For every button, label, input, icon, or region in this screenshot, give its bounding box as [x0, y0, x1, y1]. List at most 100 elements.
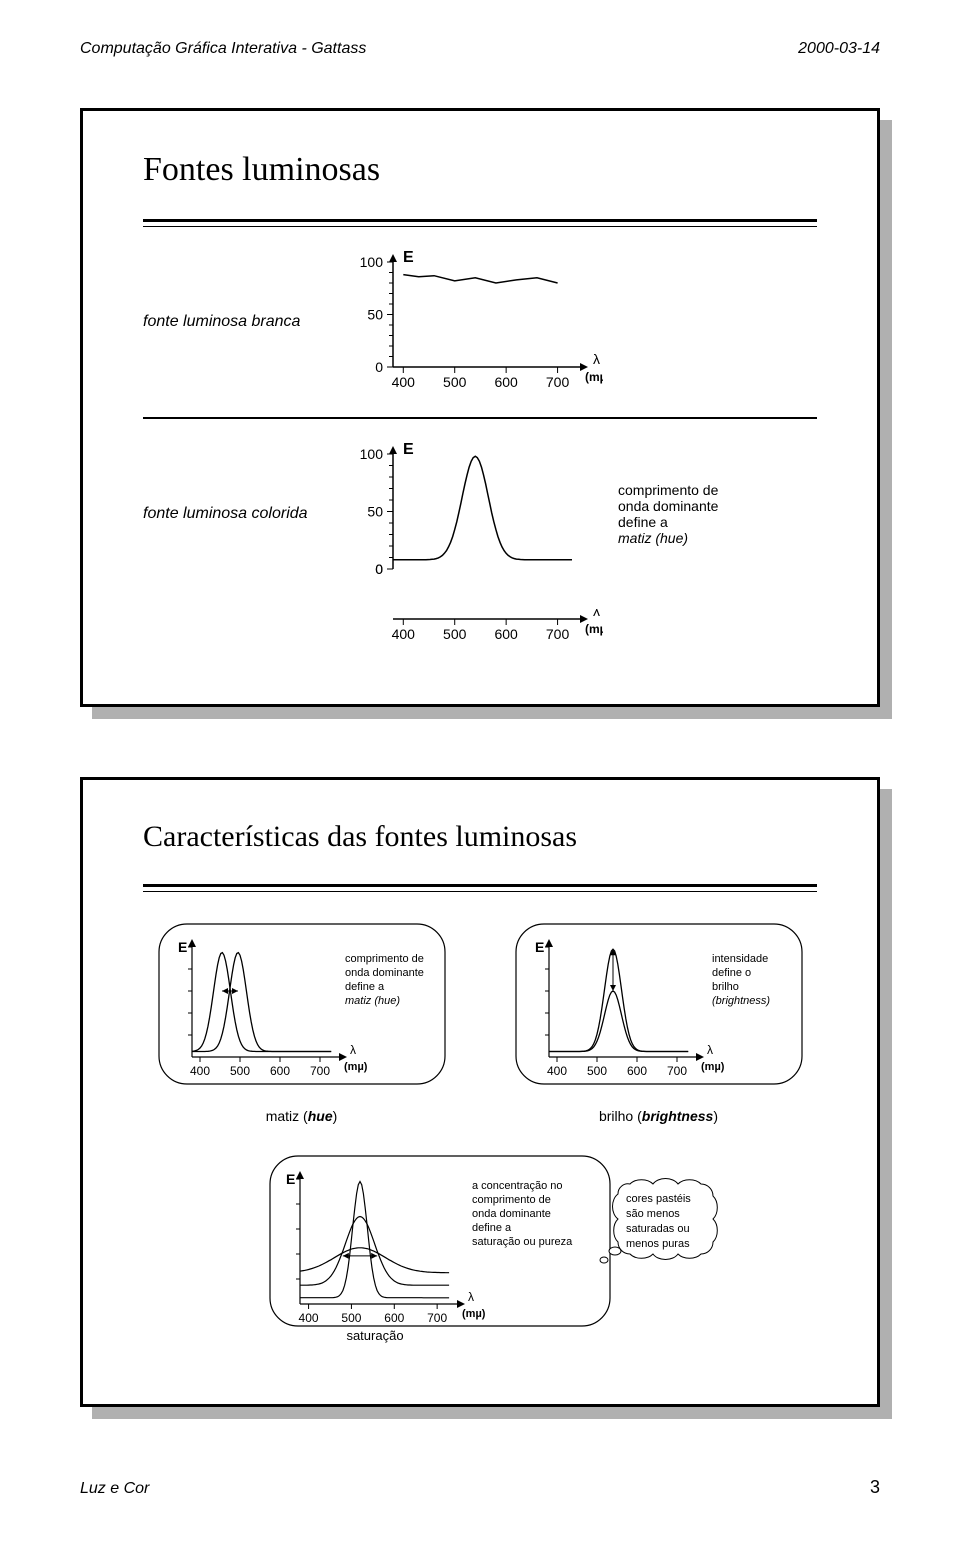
svg-text:500: 500	[443, 374, 467, 390]
chart-colored-light: 050100E0	[343, 439, 603, 589]
svg-text:700: 700	[546, 626, 570, 642]
svg-text:saturação ou pureza: saturação ou pureza	[472, 1236, 573, 1248]
svg-text:(mµ): (mµ)	[585, 622, 603, 636]
svg-text:50: 50	[367, 504, 383, 520]
svg-text:matiz (hue): matiz (hue)	[345, 995, 400, 1007]
page-number: 3	[870, 1477, 880, 1498]
page-header: Computação Gráfica Interativa - Gattass …	[80, 40, 880, 58]
slide-2-frame: Características das fontes luminosas E 40…	[80, 777, 880, 1407]
svg-text:700: 700	[309, 1064, 329, 1078]
mini-bright-cap-em: brightness	[642, 1108, 714, 1124]
svg-text:500: 500	[229, 1064, 249, 1078]
svg-text:cores pastéis: cores pastéis	[626, 1193, 691, 1205]
svg-text:600: 600	[626, 1064, 646, 1078]
svg-text:100: 100	[360, 446, 384, 462]
svg-text:(mµ): (mµ)	[462, 1308, 486, 1320]
svg-text:400: 400	[392, 626, 416, 642]
mini-hue-cap-suffix: )	[333, 1108, 338, 1124]
svg-text:λ: λ	[707, 1043, 713, 1057]
chart-b-x-axis: 400 500 600 700 λ (mµ)	[343, 609, 603, 649]
chart-row-colored: fonte luminosa colorida 050100E0 comprim…	[143, 439, 817, 589]
chart-b-rl4: matiz (hue)	[618, 530, 688, 546]
slide-1-frame: Fontes luminosas fonte luminosa branca 0…	[80, 108, 880, 707]
svg-text:700: 700	[546, 374, 570, 390]
mini-bright-chart: E 400 500 600 700 λ (mµ) intensidade define o bri…	[514, 922, 804, 1102]
svg-text:50: 50	[367, 307, 383, 323]
svg-text:600: 600	[494, 374, 518, 390]
title-underline-thin-2	[143, 891, 817, 892]
svg-text:400: 400	[299, 1311, 319, 1325]
svg-text:λ: λ	[593, 351, 600, 367]
mini-hue-cap-prefix: matiz (	[266, 1108, 308, 1124]
svg-text:onda dominante: onda dominante	[345, 967, 424, 979]
mini-bright-caption: brilho (brightness)	[599, 1108, 718, 1124]
svg-text:(mµ): (mµ)	[344, 1061, 368, 1073]
footer-left: Luz e Cor	[80, 1480, 149, 1498]
title-underline-thick-2	[143, 884, 817, 887]
chart-a-label: fonte luminosa branca	[143, 313, 343, 331]
svg-text:(brightness): (brightness)	[712, 995, 770, 1007]
chart-row-white: fonte luminosa branca 0 50 100 E 400 500 600 70…	[143, 247, 817, 397]
mini-sat-wrap: E 400 500 600 700 λ (mµ) a concentração no compr…	[143, 1154, 817, 1354]
svg-text:E: E	[403, 249, 414, 266]
svg-text:400: 400	[392, 374, 416, 390]
svg-text:define a: define a	[345, 981, 385, 993]
svg-text:define o: define o	[712, 967, 751, 979]
svg-text:400: 400	[546, 1064, 566, 1078]
slide-2-title: Características das fontes luminosas	[143, 820, 817, 854]
svg-text:menos puras: menos puras	[626, 1238, 690, 1250]
svg-text:brilho: brilho	[712, 981, 739, 993]
mini-hue-chart: E 400 500 600 700 λ (mµ) comprimento de onda dom…	[157, 922, 447, 1102]
svg-text:λ: λ	[350, 1043, 356, 1057]
mini-hue-group: E 400 500 600 700 λ (mµ) comprimento de onda dom…	[157, 922, 447, 1124]
mini-charts-row: E 400 500 600 700 λ (mµ) comprimento de onda dom…	[143, 922, 817, 1124]
chart-b-rl1: comprimento de	[618, 482, 718, 498]
page-footer: Luz e Cor 3	[80, 1477, 880, 1498]
slide-1-title: Fontes luminosas	[143, 151, 817, 189]
svg-text:700: 700	[666, 1064, 686, 1078]
chart-b-rl3: define a	[618, 514, 668, 530]
mini-hue-caption: matiz (hue)	[266, 1108, 338, 1124]
mini-bright-cap-suffix: )	[713, 1108, 718, 1124]
mini-sat-chart: E 400 500 600 700 λ (mµ) a concentração no compr…	[240, 1154, 720, 1354]
svg-text:onda dominante: onda dominante	[472, 1208, 551, 1220]
svg-text:400: 400	[189, 1064, 209, 1078]
svg-text:100: 100	[360, 254, 384, 270]
svg-text:E: E	[286, 1171, 295, 1187]
svg-text:E: E	[178, 939, 187, 955]
svg-text:E: E	[403, 441, 414, 458]
svg-text:λ: λ	[593, 609, 600, 619]
svg-text:comprimento de: comprimento de	[472, 1194, 551, 1206]
svg-text:0: 0	[375, 359, 383, 375]
svg-text:500: 500	[341, 1311, 361, 1325]
chart-b-label: fonte luminosa colorida	[143, 505, 343, 523]
svg-text:600: 600	[384, 1311, 404, 1325]
svg-text:(mµ): (mµ)	[701, 1061, 725, 1073]
title-underline-thin	[143, 226, 817, 227]
svg-text:500: 500	[586, 1064, 606, 1078]
svg-text:600: 600	[269, 1064, 289, 1078]
svg-text:(mµ): (mµ)	[585, 370, 603, 384]
header-right: 2000-03-14	[798, 40, 880, 58]
chart-white-light: 0 50 100 E 400 500 600 700 λ (mµ)	[343, 247, 603, 397]
slide1-divider	[143, 417, 817, 419]
mini-bright-cap-prefix: brilho (	[599, 1108, 642, 1124]
svg-text:comprimento de: comprimento de	[345, 953, 424, 965]
svg-text:500: 500	[443, 626, 467, 642]
svg-text:λ: λ	[468, 1290, 474, 1304]
chart-b-right-label: comprimento de onda dominante define a m…	[618, 482, 778, 546]
svg-text:são menos: são menos	[626, 1208, 680, 1220]
svg-text:saturação: saturação	[346, 1328, 403, 1343]
svg-text:E: E	[535, 939, 544, 955]
svg-text:700: 700	[427, 1311, 447, 1325]
svg-text:a concentração no: a concentração no	[472, 1180, 563, 1192]
svg-text:intensidade: intensidade	[712, 953, 768, 965]
svg-text:0: 0	[375, 561, 383, 577]
mini-hue-cap-em: hue	[308, 1108, 333, 1124]
svg-text:define a: define a	[472, 1222, 512, 1234]
svg-text:600: 600	[494, 626, 518, 642]
svg-text:saturadas ou: saturadas ou	[626, 1223, 690, 1235]
mini-bright-group: E 400 500 600 700 λ (mµ) intensidade define o bri…	[514, 922, 804, 1124]
header-left: Computação Gráfica Interativa - Gattass	[80, 40, 366, 58]
chart-b-rl2: onda dominante	[618, 498, 718, 514]
